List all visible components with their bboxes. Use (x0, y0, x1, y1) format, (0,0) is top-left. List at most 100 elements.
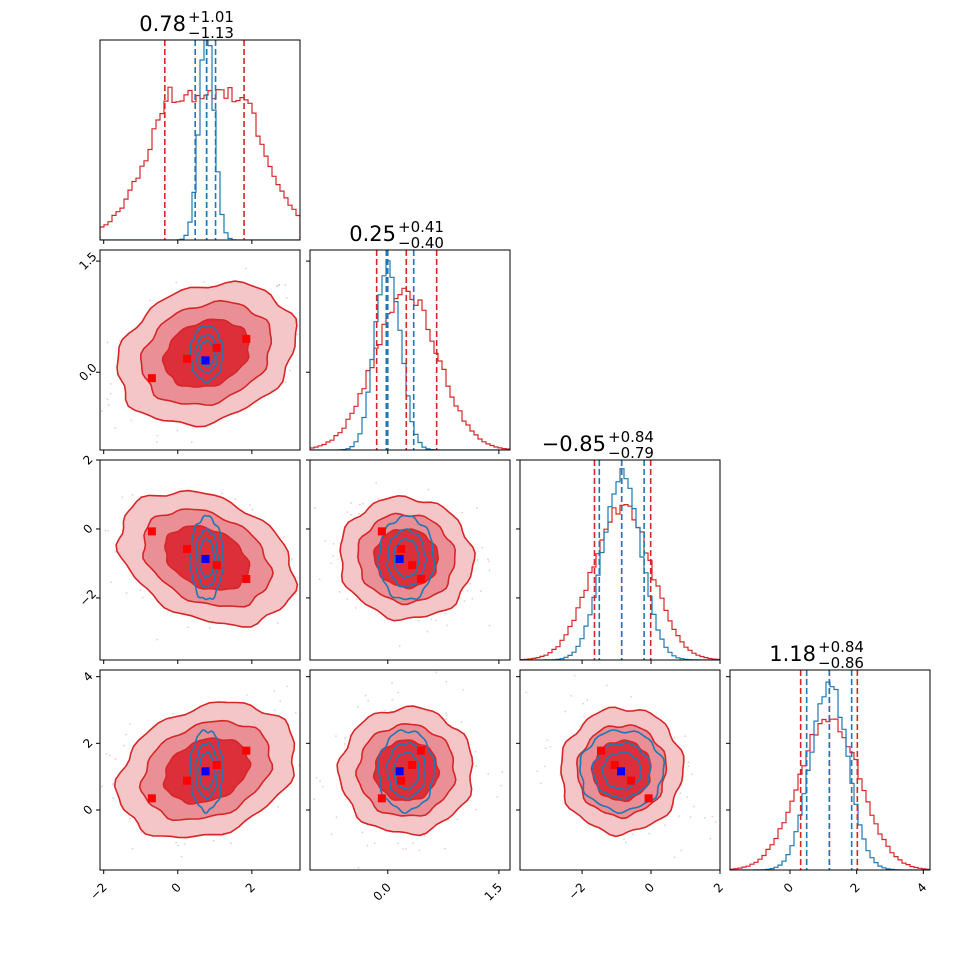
sample-point (346, 598, 349, 600)
sample-point (423, 834, 426, 837)
sample-point (308, 341, 310, 343)
sample-point (445, 680, 448, 683)
sample-point (367, 699, 370, 702)
sample-point (180, 855, 183, 858)
panel-title-3: 1.18 (769, 642, 816, 666)
sample-point (373, 842, 376, 845)
sample-point (276, 622, 279, 624)
sample-point (684, 735, 687, 738)
sample-point (471, 598, 474, 600)
sample-point (479, 590, 482, 593)
sample-point (125, 592, 128, 595)
sample-point (692, 805, 695, 808)
sample-point (315, 776, 318, 779)
sample-point (401, 848, 404, 850)
sample-point (488, 624, 491, 627)
x-tick-label: −2 (87, 880, 109, 902)
panel-title-0: 0.78 (139, 12, 186, 36)
sample-point (332, 555, 335, 557)
sample-point (357, 705, 359, 708)
panel-frame (99, 249, 301, 451)
sample-point (456, 818, 459, 821)
y-tick-label: 4 (80, 669, 95, 684)
sample-point (624, 841, 627, 844)
sample-point (101, 785, 104, 788)
sample-point (678, 815, 680, 818)
blue-contour-2 (591, 741, 652, 801)
sample-point (375, 482, 378, 484)
sample-point (462, 689, 465, 691)
red-marker (183, 354, 192, 363)
sample-point (418, 849, 421, 852)
contour-panel-3-1 (313, 671, 504, 869)
sample-point (104, 529, 107, 532)
sample-point (412, 842, 414, 845)
true-value-marker (617, 767, 626, 776)
sample-point (501, 770, 504, 773)
x-tick-label: 2 (243, 880, 258, 895)
sample-point (475, 765, 478, 767)
sample-point (397, 691, 399, 694)
sample-point (141, 596, 144, 599)
red-marker (644, 794, 653, 803)
sample-point (648, 832, 651, 835)
sample-point (289, 369, 291, 372)
title-minus-0: −1.13 (188, 24, 234, 42)
sample-point (285, 296, 288, 299)
sample-point (549, 745, 552, 748)
sample-point (460, 720, 463, 723)
x-tick-label: 4 (914, 880, 929, 895)
sample-point (234, 498, 237, 501)
sample-point (212, 840, 215, 842)
sample-point (546, 739, 549, 742)
y-tick-label: 2 (80, 452, 95, 467)
sample-point (623, 838, 625, 841)
sample-point (337, 378, 339, 380)
x-tick-label: 0 (169, 880, 184, 895)
sample-point (304, 532, 306, 534)
sample-point (391, 698, 394, 701)
sample-point (248, 504, 251, 507)
sample-point (318, 578, 321, 581)
sample-point (316, 768, 318, 770)
red-marker (147, 374, 156, 383)
sample-point (446, 624, 449, 627)
sample-point (313, 507, 316, 509)
panel-frame (519, 669, 721, 871)
sample-point (405, 848, 407, 850)
sample-point (349, 502, 352, 504)
blue-histogram (520, 468, 720, 660)
red-contour-3 (161, 318, 250, 388)
red-marker (242, 746, 251, 755)
sample-point (350, 514, 353, 516)
histogram-panel-1 (310, 250, 510, 450)
sample-point (277, 805, 280, 808)
x-tick-label: 0 (642, 880, 657, 895)
sample-point (121, 496, 124, 499)
sample-point (632, 833, 634, 836)
blue-contour-3 (392, 537, 421, 579)
sample-point (488, 569, 491, 572)
sample-point (38, 365, 40, 367)
y-tick-label: 0.0 (76, 361, 99, 384)
title-plus-2: +0.84 (608, 428, 654, 446)
sample-point (107, 404, 110, 406)
panel-frame (729, 669, 931, 871)
sample-point (476, 507, 478, 509)
sample-point (190, 441, 193, 443)
sample-point (324, 539, 327, 542)
sample-point (230, 842, 232, 844)
y-tick-label: 1.5 (76, 249, 99, 272)
red-marker (212, 761, 221, 769)
red-marker (377, 794, 386, 803)
sample-point (358, 513, 360, 515)
sample-point (109, 393, 112, 395)
sample-point (106, 341, 109, 344)
panel-title-2: −0.85 (542, 432, 606, 456)
sample-point (481, 546, 484, 549)
sample-point (664, 824, 666, 827)
sample-point (366, 844, 369, 847)
sample-point (108, 754, 111, 757)
sample-point (573, 674, 576, 677)
